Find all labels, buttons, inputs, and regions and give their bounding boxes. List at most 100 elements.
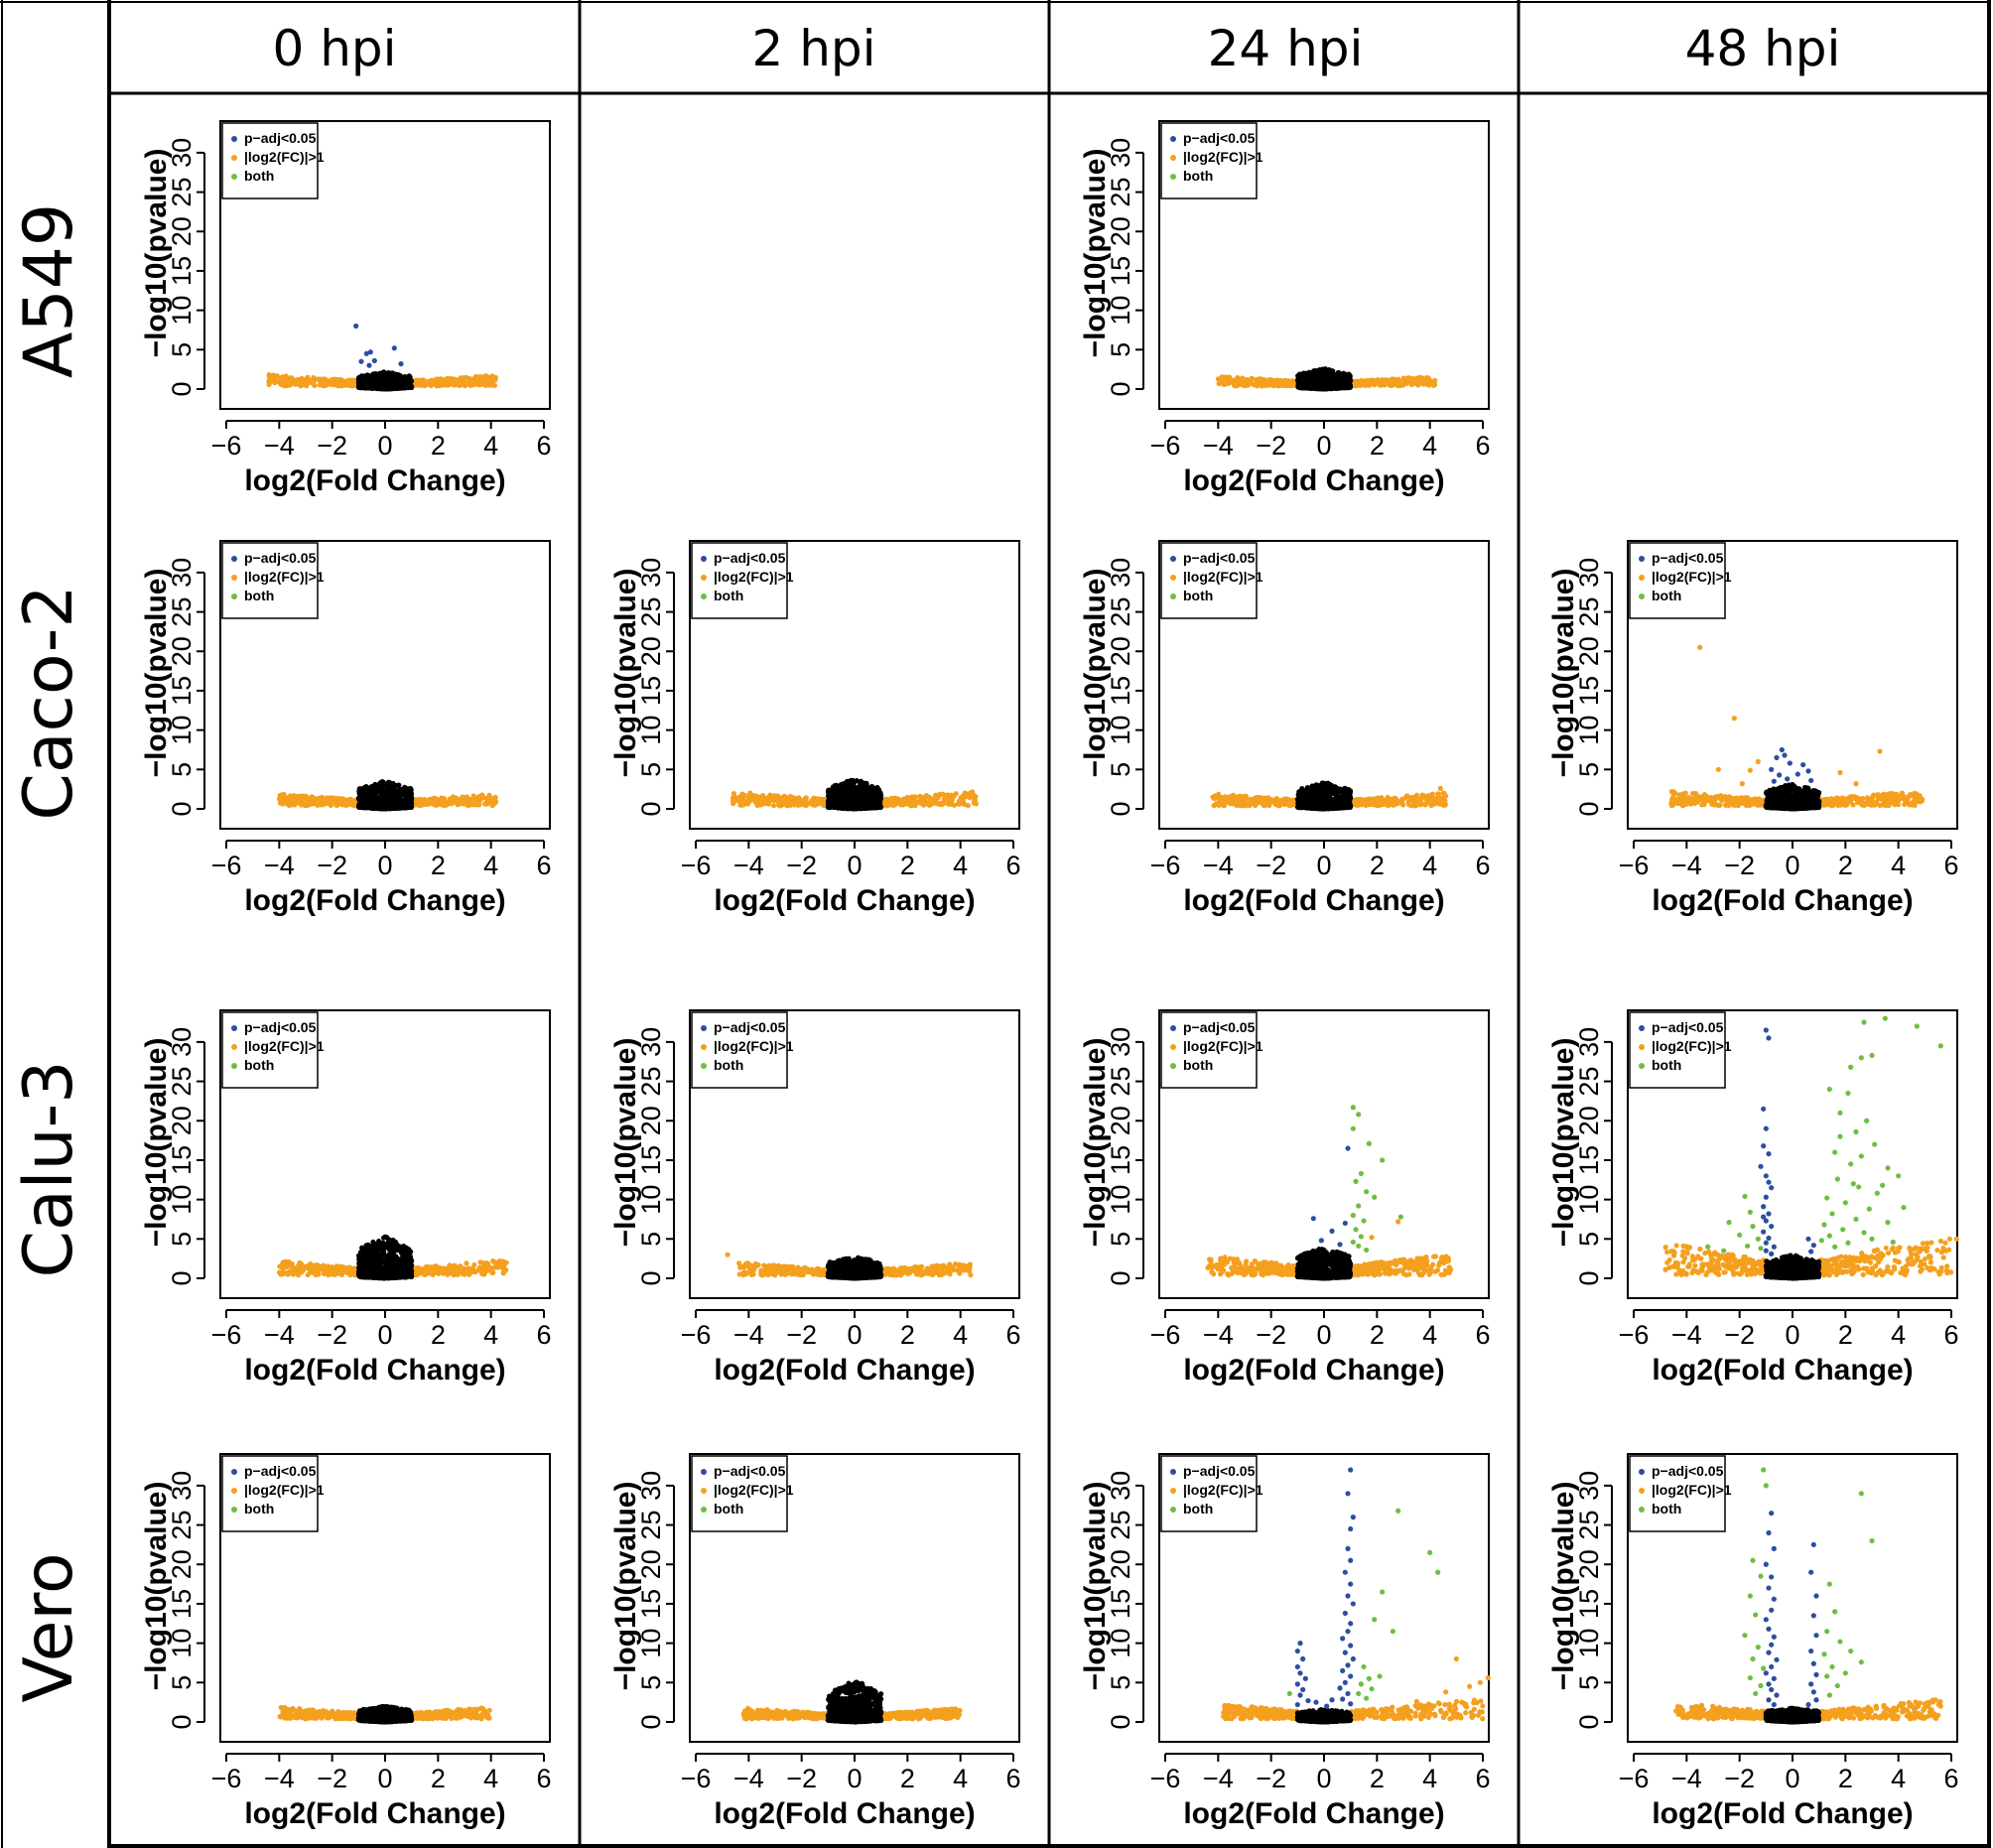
x-tick-label: 0 [1316, 851, 1331, 880]
point-ns [876, 799, 882, 805]
column-header-2hpi: 2 hpi [751, 20, 875, 77]
point-fc [1288, 802, 1295, 808]
point-ns [367, 373, 373, 379]
legend-padj-label: p−adj<0.05 [244, 550, 317, 566]
point-fc [1391, 381, 1396, 388]
point-padj [391, 345, 397, 351]
x-tick-label: −6 [211, 431, 242, 461]
point-fc [348, 383, 354, 389]
point-fc [1429, 794, 1435, 800]
point-fc [266, 372, 272, 378]
point-fc [972, 793, 978, 799]
point-fc [331, 796, 336, 802]
point-ns [1302, 385, 1308, 391]
point-ns [1334, 384, 1340, 390]
point-fc [1431, 378, 1437, 384]
point-fc [335, 382, 341, 388]
point-fc [339, 378, 345, 385]
point-ns [381, 369, 387, 375]
point-fc [1435, 795, 1442, 801]
point-fc [313, 376, 319, 382]
point-ns [381, 806, 387, 812]
point-fc [777, 800, 784, 806]
point-fc [344, 379, 350, 385]
x-tick-label: 6 [1475, 851, 1490, 880]
x-tick-label: 6 [1475, 431, 1490, 461]
point-padj [371, 357, 377, 364]
point-fc [346, 797, 352, 803]
point-ns [358, 375, 365, 381]
point-fc [486, 792, 492, 798]
y-tick-label: 0 [167, 381, 197, 396]
point-fc [470, 382, 476, 388]
point-fc [1407, 378, 1413, 384]
point-ns [1328, 385, 1334, 391]
point-fc [426, 797, 433, 803]
point-ns [859, 781, 864, 788]
point-fc [1274, 802, 1280, 808]
point-ns [854, 785, 860, 791]
point-fc [295, 376, 301, 382]
y-tick-label: 5 [1106, 342, 1135, 357]
point-fc [922, 794, 928, 800]
point-fc [1285, 796, 1291, 803]
x-tick-label: 2 [431, 431, 446, 461]
point-fc [912, 794, 918, 800]
x-tick-label: −2 [317, 431, 347, 461]
point-fc [489, 381, 495, 387]
point-fc [444, 381, 450, 388]
point-fc [1373, 379, 1379, 385]
point-fc [1258, 379, 1263, 385]
point-fc [1356, 381, 1362, 387]
x-tick-label: 0 [1316, 431, 1331, 461]
point-ns [1317, 371, 1323, 378]
point-fc [1395, 379, 1402, 385]
point-fc [1278, 381, 1284, 388]
point-ns [386, 382, 392, 388]
point-fc [946, 793, 952, 800]
point-fc [1236, 381, 1243, 387]
x-axis-label: log2(Fold Change) [1183, 464, 1444, 497]
point-fc [305, 374, 311, 380]
point-ns [404, 384, 410, 390]
legend-fc-label: |log2(FC)|>1 [1183, 149, 1263, 165]
x-axis-label: log2(Fold Change) [714, 884, 975, 917]
point-fc [312, 795, 318, 802]
point-ns [1345, 372, 1351, 378]
point-fc [1371, 796, 1378, 802]
point-fc [890, 799, 896, 805]
x-tick-label: 2 [1370, 431, 1385, 461]
legend-both-label: both [244, 168, 274, 184]
point-fc [348, 377, 354, 383]
point-fc [304, 383, 310, 389]
point-ns [409, 800, 415, 807]
point-padj [363, 350, 369, 356]
y-tick-label: 25 [167, 178, 197, 207]
point-fc [1389, 799, 1395, 805]
point-ns [384, 800, 390, 806]
point-fc [415, 381, 421, 387]
point-ns [844, 796, 850, 802]
legend-fc-swatch [1170, 155, 1176, 161]
point-fc [334, 801, 341, 807]
point-fc [436, 378, 442, 384]
y-axis-label: −log10(pvalue) [1079, 149, 1112, 358]
row-header-a549: A549 [10, 203, 88, 378]
x-tick-label: −6 [1150, 851, 1181, 880]
point-ns [374, 380, 380, 386]
point-fc [1430, 382, 1437, 388]
point-fc [811, 795, 817, 801]
point-fc [1394, 801, 1399, 807]
point-fc [1405, 801, 1412, 808]
point-ns [831, 802, 837, 809]
legend-fc-label: |log2(FC)|>1 [714, 569, 794, 585]
point-ns [364, 798, 370, 805]
point-fc [1287, 380, 1293, 386]
point-fc [908, 802, 914, 808]
point-fc [1227, 794, 1233, 800]
x-tick-label: −2 [1256, 851, 1286, 880]
point-ns [1317, 381, 1324, 387]
point-ns [362, 786, 368, 793]
